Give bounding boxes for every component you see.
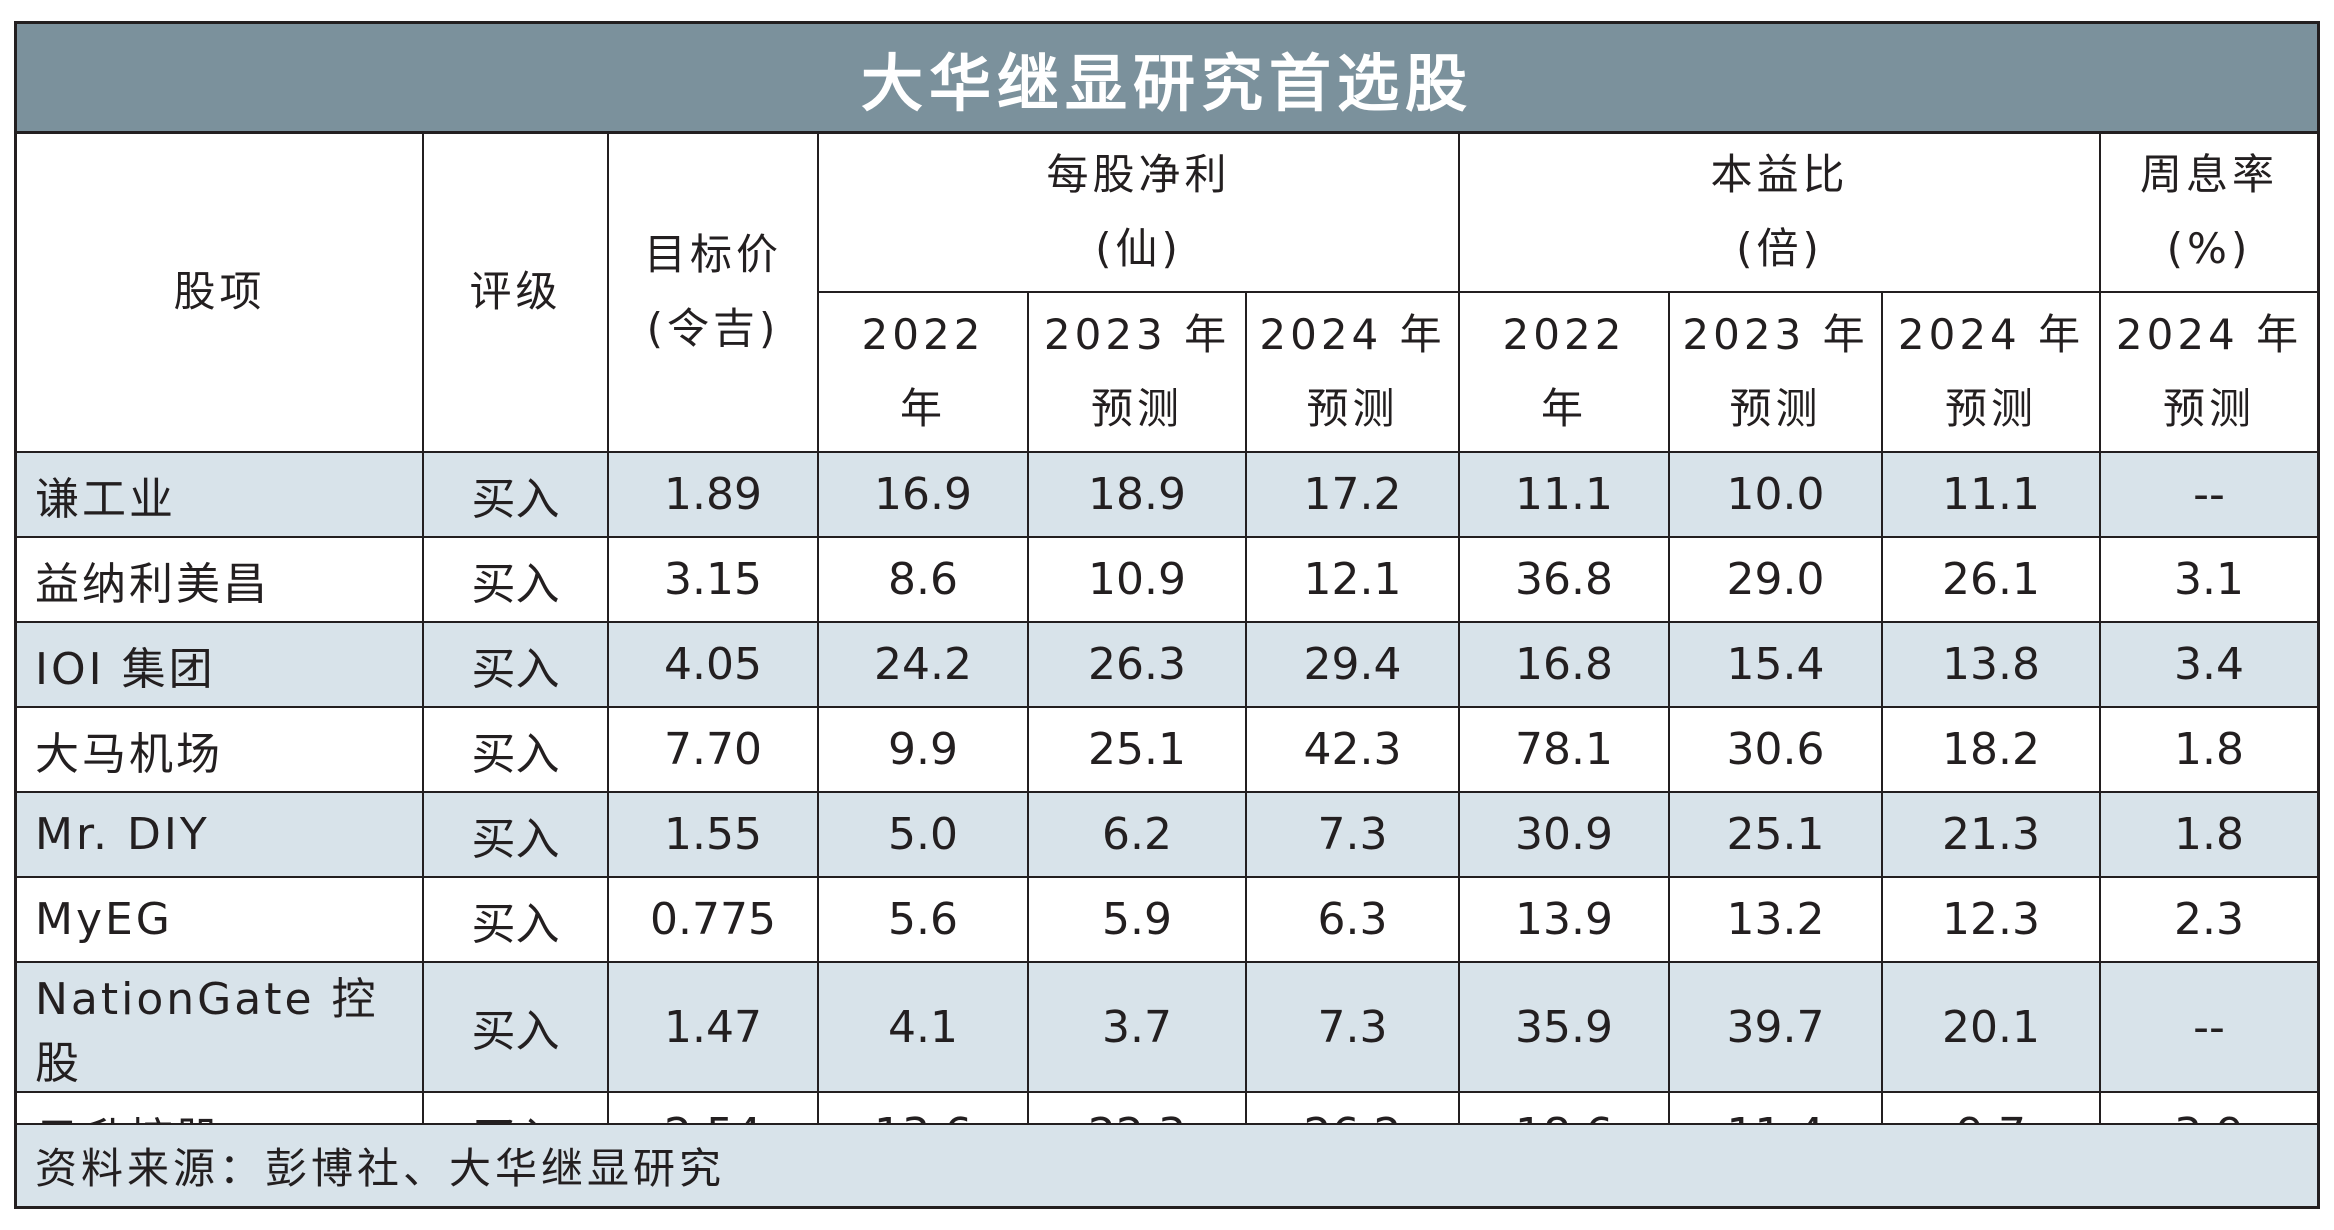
eps-2023f-cell: 10.9: [1027, 536, 1247, 623]
target-price-cell: 7.70: [607, 706, 819, 793]
pe-2022-cell: 13.9: [1458, 876, 1670, 963]
eps-2023f-cell: 5.9: [1027, 876, 1247, 963]
yield-2024f-cell: 2.3: [2099, 876, 2317, 963]
rating-cell: 买入: [422, 961, 609, 1093]
table-row: Mr. DIY 买入 1.55 5.0 6.2 7.3 30.9 25.1 21.3 1.8: [17, 791, 2317, 878]
eps-2024f-cell: 17.2: [1245, 451, 1460, 538]
header-pe-2024f: 2024 年预测: [1881, 291, 2101, 453]
table-row: MyEG 买入 0.775 5.6 5.9 6.3 13.9 13.2 12.3 2.3: [17, 876, 2317, 963]
pe-2022-cell: 11.1: [1458, 451, 1670, 538]
pe-2024f-cell: 11.1: [1881, 451, 2101, 538]
rating-cell: 买入: [422, 536, 609, 623]
source-note: 资料来源：彭博社、大华继显研究: [17, 1123, 2317, 1206]
eps-2022-cell: 5.0: [817, 791, 1029, 878]
target-price-cell: 0.775: [607, 876, 819, 963]
pe-2023f-cell: 30.6: [1668, 706, 1883, 793]
stock-name-cell: IOI 集团: [17, 621, 424, 708]
header-pe-2022: 2022 年: [1458, 291, 1670, 453]
header-pe: 本益比 (倍): [1458, 131, 2101, 293]
header-eps-2022: 2022 年: [817, 291, 1029, 453]
header-eps-2023f: 2023 年预测: [1027, 291, 1247, 453]
table-frame: 大华继显研究首选股 股项 评级 目标价 (令吉) 每股净利 (仙) 本益比 (倍) 周…: [14, 21, 2320, 1209]
pe-2024f-cell: 20.1: [1881, 961, 2101, 1093]
pe-2023f-cell: 15.4: [1668, 621, 1883, 708]
pe-2024f-cell: 12.3: [1881, 876, 2101, 963]
pe-2022-cell: 78.1: [1458, 706, 1670, 793]
eps-2023f-cell: 25.1: [1027, 706, 1247, 793]
eps-2023f-cell: 3.7: [1027, 961, 1247, 1093]
table-title: 大华继显研究首选股: [860, 46, 1473, 120]
eps-2024f-cell: 42.3: [1245, 706, 1460, 793]
rating-cell: 买入: [422, 876, 609, 963]
pe-2023f-cell: 13.2: [1668, 876, 1883, 963]
eps-2022-cell: 5.6: [817, 876, 1029, 963]
rating-cell: 买入: [422, 706, 609, 793]
eps-2022-cell: 8.6: [817, 536, 1029, 623]
eps-2024f-cell: 7.3: [1245, 791, 1460, 878]
target-price-cell: 4.05: [607, 621, 819, 708]
eps-2022-cell: 16.9: [817, 451, 1029, 538]
header-pe-2023f: 2023 年预测: [1668, 291, 1883, 453]
pe-2022-cell: 30.9: [1458, 791, 1670, 878]
target-price-cell: 1.47: [607, 961, 819, 1093]
eps-2024f-cell: 6.3: [1245, 876, 1460, 963]
header-yield-2024f: 2024 年预测: [2099, 291, 2317, 453]
target-price-cell: 3.15: [607, 536, 819, 623]
stock-name-cell: Mr. DIY: [17, 791, 424, 878]
title-bar: 大华继显研究首选股: [17, 24, 2317, 134]
eps-2022-cell: 4.1: [817, 961, 1029, 1093]
table-row: 益纳利美昌 买入 3.15 8.6 10.9 12.1 36.8 29.0 26.1 3.1: [17, 536, 2317, 623]
rating-cell: 买入: [422, 451, 609, 538]
yield-2024f-cell: --: [2099, 451, 2317, 538]
rating-cell: 买入: [422, 791, 609, 878]
eps-2024f-cell: 29.4: [1245, 621, 1460, 708]
eps-2023f-cell: 18.9: [1027, 451, 1247, 538]
table-row: IOI 集团 买入 4.05 24.2 26.3 29.4 16.8 15.4 13.8 3.4: [17, 621, 2317, 708]
pe-2022-cell: 35.9: [1458, 961, 1670, 1093]
table-row: 谦工业 买入 1.89 16.9 18.9 17.2 11.1 10.0 11.1 --: [17, 451, 2317, 538]
stock-name-cell: MyEG: [17, 876, 424, 963]
pe-2023f-cell: 39.7: [1668, 961, 1883, 1093]
eps-2024f-cell: 7.3: [1245, 961, 1460, 1093]
eps-2023f-cell: 26.3: [1027, 621, 1247, 708]
eps-2022-cell: 9.9: [817, 706, 1029, 793]
stock-name-cell: NationGate 控股: [17, 961, 424, 1093]
pe-2022-cell: 36.8: [1458, 536, 1670, 623]
table-row: NationGate 控股 买入 1.47 4.1 3.7 7.3 35.9 39.7 20.1…: [17, 961, 2317, 1093]
yield-2024f-cell: 1.8: [2099, 706, 2317, 793]
pe-2023f-cell: 10.0: [1668, 451, 1883, 538]
eps-2024f-cell: 12.1: [1245, 536, 1460, 623]
header-eps-2024f: 2024 年预测: [1245, 291, 1460, 453]
yield-2024f-cell: --: [2099, 961, 2317, 1093]
header-yield: 周息率 (%): [2099, 131, 2317, 293]
yield-2024f-cell: 1.8: [2099, 791, 2317, 878]
stock-name-cell: 大马机场: [17, 706, 424, 793]
pe-2024f-cell: 26.1: [1881, 536, 2101, 623]
header-stock: 股项: [17, 131, 424, 453]
pe-2024f-cell: 18.2: [1881, 706, 2101, 793]
rating-cell: 买入: [422, 621, 609, 708]
pe-2024f-cell: 21.3: [1881, 791, 2101, 878]
header-target-price: 目标价 (令吉): [607, 131, 819, 453]
header-rating: 评级: [422, 131, 609, 453]
pe-2024f-cell: 13.8: [1881, 621, 2101, 708]
stock-name-cell: 益纳利美昌: [17, 536, 424, 623]
target-price-cell: 1.55: [607, 791, 819, 878]
table-row: 大马机场 买入 7.70 9.9 25.1 42.3 78.1 30.6 18.2 1.8: [17, 706, 2317, 793]
eps-2022-cell: 24.2: [817, 621, 1029, 708]
eps-2023f-cell: 6.2: [1027, 791, 1247, 878]
target-price-cell: 1.89: [607, 451, 819, 538]
pe-2022-cell: 16.8: [1458, 621, 1670, 708]
yield-2024f-cell: 3.1: [2099, 536, 2317, 623]
pe-2023f-cell: 25.1: [1668, 791, 1883, 878]
header-eps: 每股净利 (仙): [817, 131, 1460, 293]
yield-2024f-cell: 3.4: [2099, 621, 2317, 708]
pe-2023f-cell: 29.0: [1668, 536, 1883, 623]
stock-name-cell: 谦工业: [17, 451, 424, 538]
stock-picks-table: 股项 评级 目标价 (令吉) 每股净利 (仙) 本益比 (倍) 周息率 (%) 2022…: [17, 131, 2317, 1178]
